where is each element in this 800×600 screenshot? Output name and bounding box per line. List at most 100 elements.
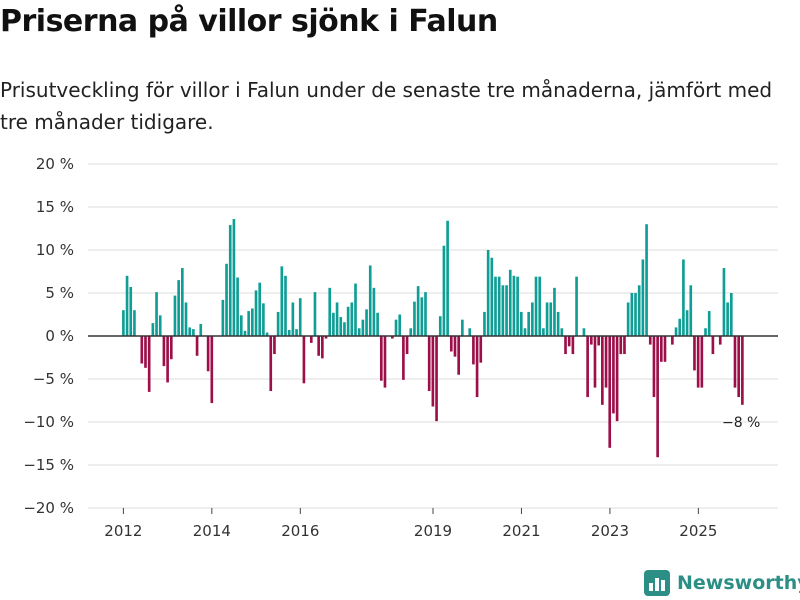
bar xyxy=(564,336,567,355)
bar xyxy=(155,292,158,336)
bar xyxy=(416,286,420,336)
bar xyxy=(243,330,247,336)
bar xyxy=(571,336,575,355)
bar xyxy=(324,336,328,339)
bar xyxy=(538,276,542,336)
bar xyxy=(346,306,350,336)
bar xyxy=(391,336,394,339)
x-tick-label: 2025 xyxy=(679,522,717,540)
x-tick-label: 2021 xyxy=(502,522,540,540)
bar xyxy=(435,336,438,422)
bar xyxy=(431,336,435,407)
bar xyxy=(472,336,475,365)
bar xyxy=(453,336,457,357)
bar xyxy=(737,336,741,398)
bar xyxy=(553,287,556,336)
bar xyxy=(446,220,449,336)
x-tick-label: 2019 xyxy=(414,522,452,540)
bar xyxy=(461,319,464,336)
bar xyxy=(291,302,295,336)
y-tick-label: 15 % xyxy=(36,198,74,216)
bar xyxy=(589,336,593,345)
bar xyxy=(693,336,696,371)
bar xyxy=(206,336,210,372)
bar xyxy=(593,336,597,388)
bar xyxy=(475,336,479,398)
bar xyxy=(295,329,298,336)
bar xyxy=(626,302,630,336)
bar xyxy=(169,336,173,360)
bar xyxy=(641,259,645,336)
bar xyxy=(379,336,383,381)
y-tick-label: −5 % xyxy=(33,370,74,388)
bar xyxy=(523,328,527,336)
bar xyxy=(689,285,693,336)
bar xyxy=(188,327,192,336)
bar xyxy=(575,276,578,336)
x-tick-label: 2012 xyxy=(104,522,142,540)
bar xyxy=(623,336,626,355)
brand-name: Newsworthy xyxy=(677,572,800,594)
bar xyxy=(409,328,413,336)
bar xyxy=(729,293,733,336)
bar xyxy=(287,329,291,336)
bar xyxy=(512,275,516,336)
bar xyxy=(534,276,538,336)
bar xyxy=(413,301,416,336)
bar xyxy=(479,336,483,363)
x-axis-ticks: 2012 2014 2016 2019 2021 2023 2025 xyxy=(104,508,717,540)
bar xyxy=(671,336,674,345)
bar xyxy=(173,295,177,336)
y-tick-label: −15 % xyxy=(23,456,74,474)
end-value-label: −8 % xyxy=(722,415,760,431)
bar xyxy=(527,311,530,336)
bar xyxy=(645,224,648,336)
bar xyxy=(505,285,508,336)
bar xyxy=(424,292,427,336)
bar xyxy=(648,336,652,345)
bar xyxy=(258,282,262,336)
bar xyxy=(659,336,663,362)
bar xyxy=(567,336,571,347)
bar xyxy=(181,268,184,336)
bar xyxy=(586,336,589,398)
bar xyxy=(133,310,136,336)
bar xyxy=(309,336,313,343)
bar xyxy=(674,327,678,336)
bar xyxy=(501,285,505,336)
bar xyxy=(722,268,726,336)
bar xyxy=(678,318,682,336)
x-tick-label: 2023 xyxy=(591,522,629,540)
bar xyxy=(368,265,372,336)
bar xyxy=(726,302,729,336)
bar xyxy=(634,293,637,336)
bar xyxy=(251,308,254,336)
bar xyxy=(707,311,711,336)
bar xyxy=(265,332,269,336)
bar xyxy=(147,336,151,392)
y-tick-label: −10 % xyxy=(23,413,74,431)
bar xyxy=(177,280,180,336)
bar xyxy=(637,285,641,336)
brand-logo: Newsworthy xyxy=(644,568,800,598)
bar xyxy=(125,275,129,336)
bar xyxy=(158,315,162,336)
bar xyxy=(741,336,744,405)
bar xyxy=(604,336,608,388)
bar xyxy=(549,302,553,336)
bars xyxy=(122,219,744,458)
bar xyxy=(122,310,125,336)
bar xyxy=(560,328,564,336)
bar xyxy=(630,293,634,336)
bar xyxy=(232,219,236,336)
bar xyxy=(516,276,519,336)
bar xyxy=(494,276,497,336)
bar xyxy=(718,336,722,345)
bar xyxy=(144,336,147,368)
bar xyxy=(519,311,523,336)
bar xyxy=(612,336,615,414)
bar xyxy=(335,302,339,336)
bar xyxy=(449,336,453,352)
bar xyxy=(457,336,460,375)
bar xyxy=(556,311,560,336)
